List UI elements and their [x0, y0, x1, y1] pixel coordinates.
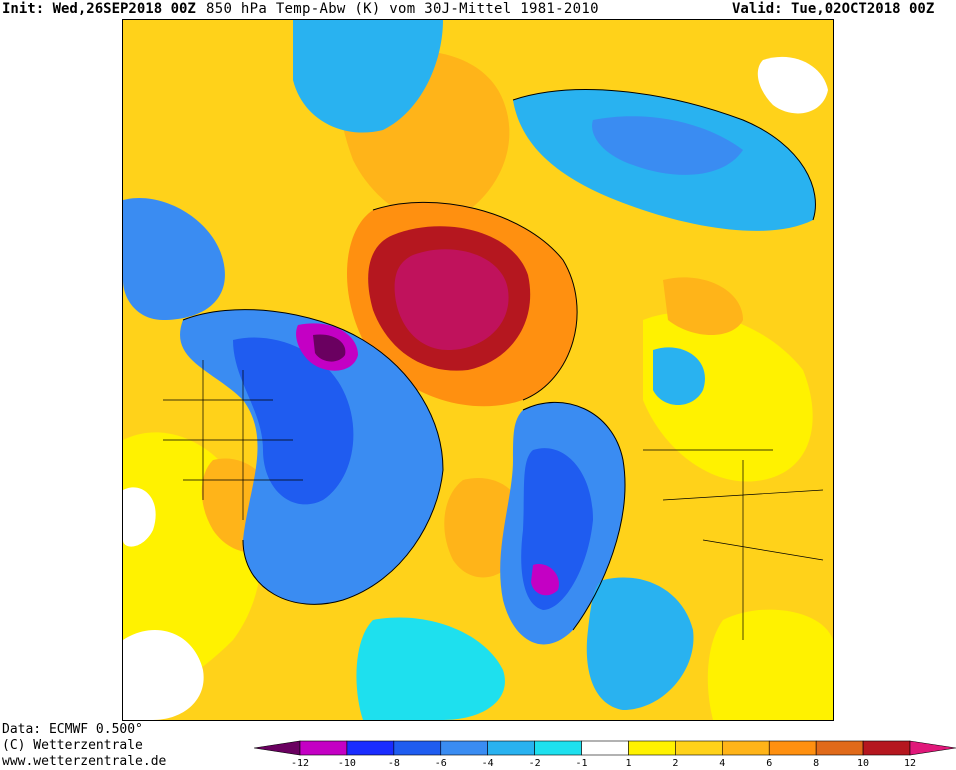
legend-tick-label: 2 — [672, 758, 679, 769]
country-borders — [643, 449, 824, 640]
cold-core-minus12-canada — [313, 334, 346, 362]
legend-tick-label: 8 — [813, 758, 820, 769]
map-panel — [122, 19, 834, 721]
coastlines — [163, 89, 824, 640]
legend-swatch — [346, 740, 395, 756]
legend-tick-label: 6 — [766, 758, 773, 769]
chart-title: 850 hPa Temp-Abw (K) vom 30J-Mittel 1981… — [206, 1, 599, 17]
copyright-label: (C) Wetterzentrale — [2, 738, 143, 753]
legend-swatch — [768, 740, 817, 756]
cold-area-minus2-mediterranean — [586, 577, 694, 710]
color-legend-bar — [254, 740, 956, 756]
anomaly-area-plus6-siberia — [663, 277, 743, 335]
legend-tick-label: 10 — [857, 758, 870, 769]
legend-tick-label: -4 — [481, 758, 494, 769]
legend-tick-label: -12 — [290, 758, 310, 769]
legend-swatch — [393, 740, 442, 756]
cold-area-minus6-canada — [233, 337, 354, 505]
legend-tick-label: -2 — [528, 758, 541, 769]
cold-core-minus10-europe — [531, 564, 559, 596]
cold-area-minus2-pacific — [293, 20, 443, 133]
state-borders — [163, 360, 303, 520]
data-source-label: Data: ECMWF 0.500° — [2, 722, 143, 737]
legend-swatch — [722, 740, 770, 756]
cold-area-minus1-atlantic — [356, 617, 505, 720]
coastline-north-america — [182, 309, 444, 605]
legend-tick-label: -6 — [434, 758, 447, 769]
legend-swatch — [534, 740, 582, 756]
legend-tick-label: 12 — [903, 758, 917, 769]
neutral-area-northeast — [757, 56, 828, 114]
legend-swatch — [628, 740, 676, 756]
legend-tick-label: -8 — [387, 758, 400, 769]
legend-tick-label: -10 — [337, 758, 356, 769]
legend-swatch — [675, 740, 723, 756]
legend-swatch — [581, 740, 629, 756]
legend-tick-label: 4 — [719, 758, 726, 769]
anomaly-core-plus12 — [394, 249, 509, 350]
cold-area-minus4-alaska — [123, 198, 225, 320]
legend-swatch — [299, 740, 348, 756]
legend-tick-label: -1 — [575, 758, 588, 769]
anomaly-map — [123, 20, 833, 720]
cold-area-minus4-siberia — [592, 116, 743, 175]
coastline-arctic — [372, 201, 578, 401]
legend-swatch — [440, 740, 488, 756]
legend-swatch — [862, 740, 911, 756]
anomaly-area-plus1-southeast — [707, 609, 833, 720]
cold-area-minus2-central-asia — [653, 347, 705, 405]
legend-arrow-high — [909, 740, 956, 756]
legend-swatch — [487, 740, 535, 756]
legend-arrow-low — [254, 740, 301, 756]
legend-tick-label: 1 — [625, 758, 632, 769]
neutral-area-west — [123, 487, 156, 547]
coastline-europe — [522, 401, 626, 631]
neutral-area-southwest — [123, 630, 204, 720]
legend-swatch — [815, 740, 864, 756]
coastline-siberia — [512, 89, 816, 221]
init-time-label: Init: Wed,26SEP2018 00Z — [2, 1, 196, 17]
website-link[interactable]: www.wetterzentrale.de — [2, 754, 167, 769]
valid-time-label: Valid: Tue,02OCT2018 00Z — [732, 1, 935, 17]
